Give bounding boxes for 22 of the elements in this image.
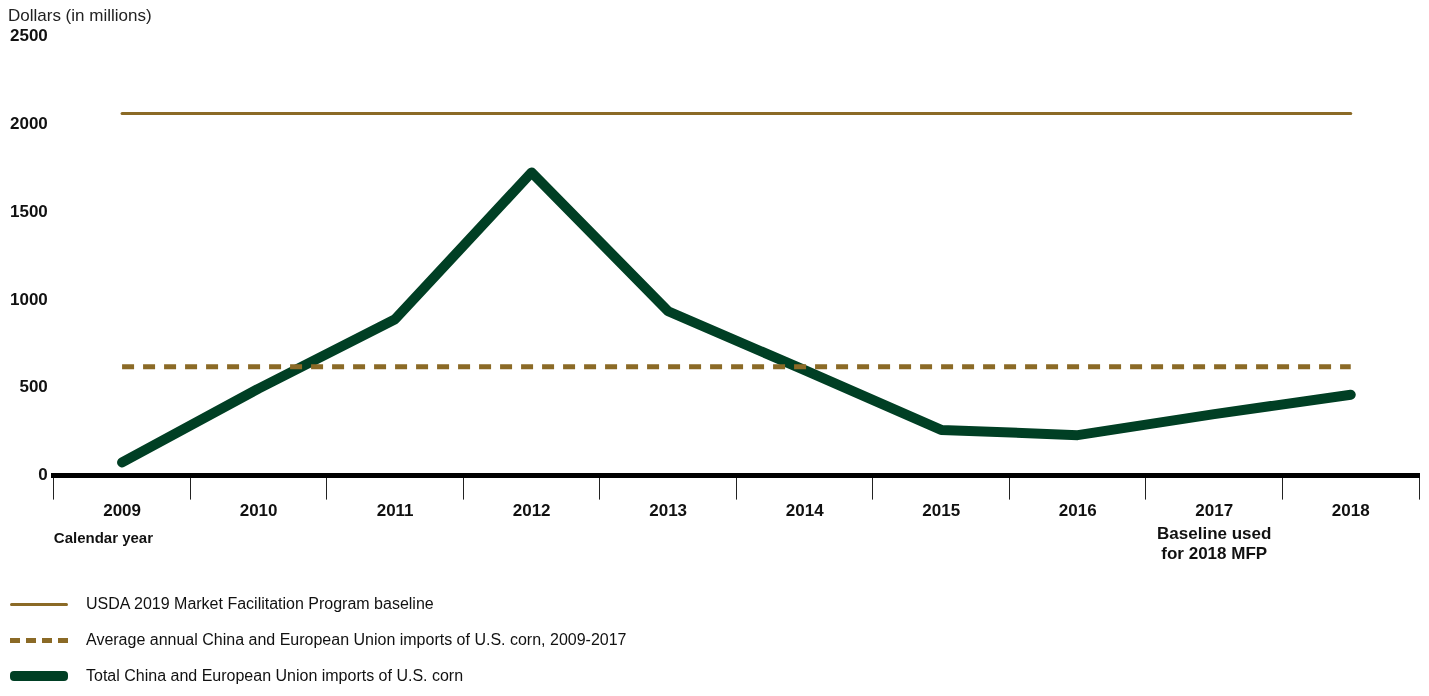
text: Baseline used for 2018 MFP <box>1157 523 1272 563</box>
x-tick-label: 2018 <box>1331 501 1370 521</box>
x-tick-label: 2012 <box>512 501 551 521</box>
x-tick-label: 2013 <box>649 501 688 521</box>
y-tick-label: 1500 <box>9 201 48 221</box>
y-tick-label: 500 <box>19 377 48 397</box>
y-tick-label: 2500 <box>9 25 48 45</box>
x-tick-label: 2010 <box>239 501 278 521</box>
x-tick-label: 2009 <box>103 501 141 521</box>
x-tick-label: 2017 <box>1195 501 1234 521</box>
legend-label: Total China and European Union imports of U.S. corn <box>86 667 464 685</box>
x-axis-title: Calendar year <box>53 529 154 547</box>
x-tick-label: 2016 <box>1058 501 1097 521</box>
legend-label: USDA 2019 Market Facilitation Program baseline <box>86 595 434 613</box>
y-tick-label: 2000 <box>9 113 48 133</box>
x-tick-label: 2011 <box>376 501 414 521</box>
y-tick-label: 1000 <box>9 289 48 309</box>
x-tick-label: 2014 <box>785 501 825 521</box>
y-tick-label: 0 <box>38 465 48 485</box>
legend-label: Average annual China and European Union imports of U.S. corn, 2009-2017 <box>86 631 627 649</box>
x-tick-label: 2015 <box>922 501 961 521</box>
y-axis-title: Dollars (in millions) <box>8 6 152 26</box>
